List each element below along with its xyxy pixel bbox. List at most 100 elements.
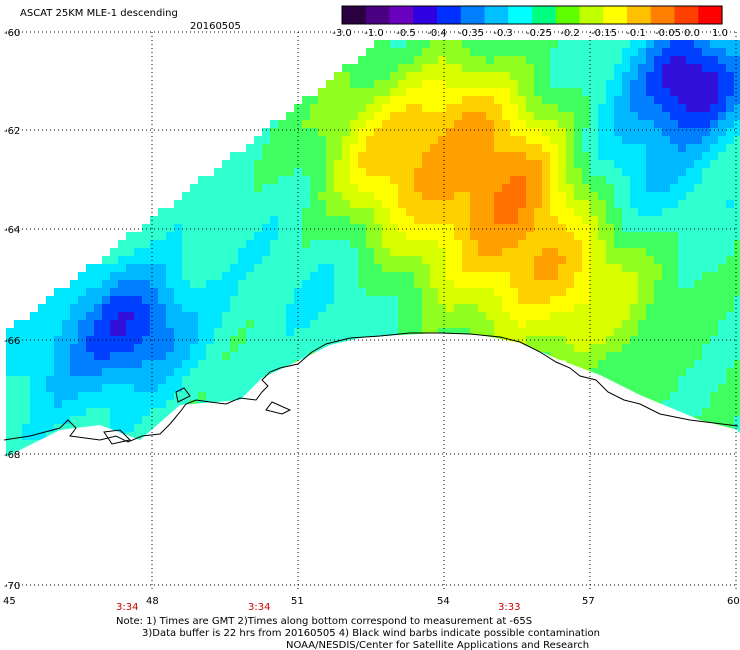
data-cell: [510, 232, 519, 241]
data-cell: [638, 216, 647, 225]
data-cell: [638, 80, 647, 89]
scatterometer-field: [6, 40, 740, 457]
data-cell: [310, 136, 319, 145]
data-cell: [358, 240, 367, 249]
data-cell: [278, 120, 287, 129]
data-cell: [702, 288, 711, 297]
data-cell: [430, 128, 439, 137]
data-cell: [622, 368, 631, 377]
data-cell: [398, 88, 407, 97]
data-cell: [462, 144, 471, 153]
data-cell: [526, 120, 535, 129]
data-cell: [502, 192, 511, 201]
data-cell: [694, 352, 703, 361]
data-cell: [414, 184, 423, 193]
data-cell: [558, 168, 567, 177]
data-cell: [630, 56, 639, 65]
data-cell: [358, 168, 367, 177]
data-cell: [550, 216, 559, 225]
data-cell: [606, 136, 615, 145]
data-cell: [310, 328, 319, 337]
data-cell: [206, 272, 215, 281]
data-cell: [126, 272, 135, 281]
data-cell: [670, 320, 679, 329]
data-cell: [334, 88, 343, 97]
data-cell: [718, 192, 727, 201]
data-cell: [334, 272, 343, 281]
lat-label: -60: [4, 28, 20, 39]
data-cell: [678, 144, 687, 153]
data-cell: [582, 232, 591, 241]
data-cell: [174, 208, 183, 217]
data-cell: [518, 144, 527, 153]
data-cell: [574, 136, 583, 145]
data-cell: [270, 168, 279, 177]
data-cell: [510, 176, 519, 185]
data-cell: [654, 216, 663, 225]
data-cell: [486, 256, 495, 265]
data-cell: [182, 240, 191, 249]
data-cell: [430, 144, 439, 153]
data-cell: [590, 96, 599, 105]
data-cell: [390, 208, 399, 217]
data-cell: [566, 208, 575, 217]
data-cell: [614, 80, 623, 89]
data-cell: [414, 48, 423, 57]
data-cell: [566, 320, 575, 329]
data-cell: [310, 312, 319, 321]
data-cell: [478, 104, 487, 113]
data-cell: [518, 312, 527, 321]
data-cell: [422, 248, 431, 257]
data-cell: [126, 408, 135, 417]
data-cell: [230, 192, 239, 201]
data-cell: [78, 360, 87, 369]
data-cell: [654, 328, 663, 337]
data-cell: [366, 264, 375, 273]
data-cell: [478, 88, 487, 97]
data-cell: [710, 272, 719, 281]
data-cell: [598, 176, 607, 185]
data-cell: [518, 176, 527, 185]
data-cell: [382, 240, 391, 249]
data-cell: [326, 112, 335, 121]
data-cell: [702, 64, 711, 73]
data-cell: [590, 56, 599, 65]
data-cell: [238, 312, 247, 321]
data-cell: [638, 168, 647, 177]
data-cell: [182, 328, 191, 337]
data-cell: [102, 280, 111, 289]
data-cell: [230, 264, 239, 273]
data-cell: [510, 64, 519, 73]
data-cell: [62, 384, 71, 393]
data-cell: [406, 208, 415, 217]
data-cell: [630, 280, 639, 289]
data-cell: [566, 240, 575, 249]
data-cell: [662, 128, 671, 137]
data-cell: [638, 352, 647, 361]
data-cell: [382, 72, 391, 81]
data-cell: [398, 152, 407, 161]
data-cell: [190, 368, 199, 377]
data-cell: [558, 224, 567, 233]
data-cell: [494, 88, 503, 97]
data-cell: [454, 208, 463, 217]
data-cell: [118, 416, 127, 425]
data-cell: [566, 264, 575, 273]
data-cell: [278, 288, 287, 297]
data-cell: [270, 152, 279, 161]
data-cell: [334, 112, 343, 121]
data-cell: [718, 232, 727, 241]
data-cell: [526, 312, 535, 321]
data-cell: [358, 272, 367, 281]
data-cell: [646, 288, 655, 297]
data-cell: [542, 320, 551, 329]
data-cell: [678, 368, 687, 377]
data-cell: [718, 328, 727, 337]
data-cell: [630, 296, 639, 305]
data-cell: [686, 408, 695, 417]
data-cell: [574, 320, 583, 329]
data-cell: [382, 304, 391, 313]
data-cell: [262, 368, 271, 377]
data-cell: [126, 400, 135, 409]
data-cell: [694, 72, 703, 81]
